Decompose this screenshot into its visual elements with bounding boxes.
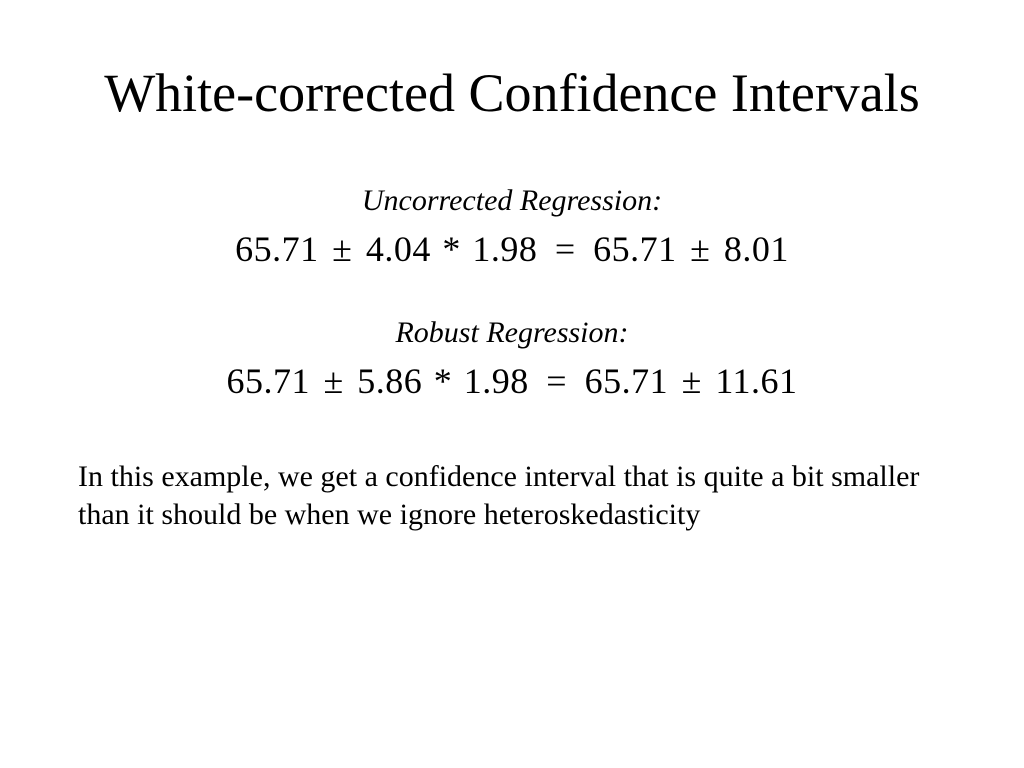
equation-uncorrected: 65.71 ± 4.04 * 1.98 = 65.71 ± 8.01 (0, 228, 1024, 270)
eq-result-mid: 65.71 (593, 229, 677, 269)
eq-result-half: 11.61 (715, 361, 797, 401)
eq-crit: 1.98 (464, 361, 529, 401)
plus-minus-icon: ± (680, 360, 704, 402)
equals-icon: = (549, 228, 582, 270)
section-label-robust: Robust Regression: (0, 316, 1024, 350)
eq-result-mid: 65.71 (585, 361, 669, 401)
times-icon: * (442, 229, 461, 269)
eq-result-half: 8.01 (724, 229, 789, 269)
plus-minus-icon: ± (330, 228, 354, 270)
eq-crit: 1.98 (472, 229, 537, 269)
plus-minus-icon: ± (688, 228, 712, 270)
eq-se: 4.04 (366, 229, 431, 269)
eq-se: 5.86 (357, 361, 422, 401)
plus-minus-icon: ± (321, 360, 345, 402)
body-paragraph: In this example, we get a confidence int… (78, 458, 946, 535)
times-icon: * (434, 361, 453, 401)
slide: White-corrected Confidence Intervals Unc… (0, 0, 1024, 768)
eq-estimate: 65.71 (226, 361, 310, 401)
eq-estimate: 65.71 (235, 229, 319, 269)
equation-robust: 65.71 ± 5.86 * 1.98 = 65.71 ± 11.61 (0, 360, 1024, 402)
slide-title: White-corrected Confidence Intervals (0, 0, 1024, 126)
section-label-uncorrected: Uncorrected Regression: (0, 184, 1024, 218)
equals-icon: = (540, 360, 573, 402)
